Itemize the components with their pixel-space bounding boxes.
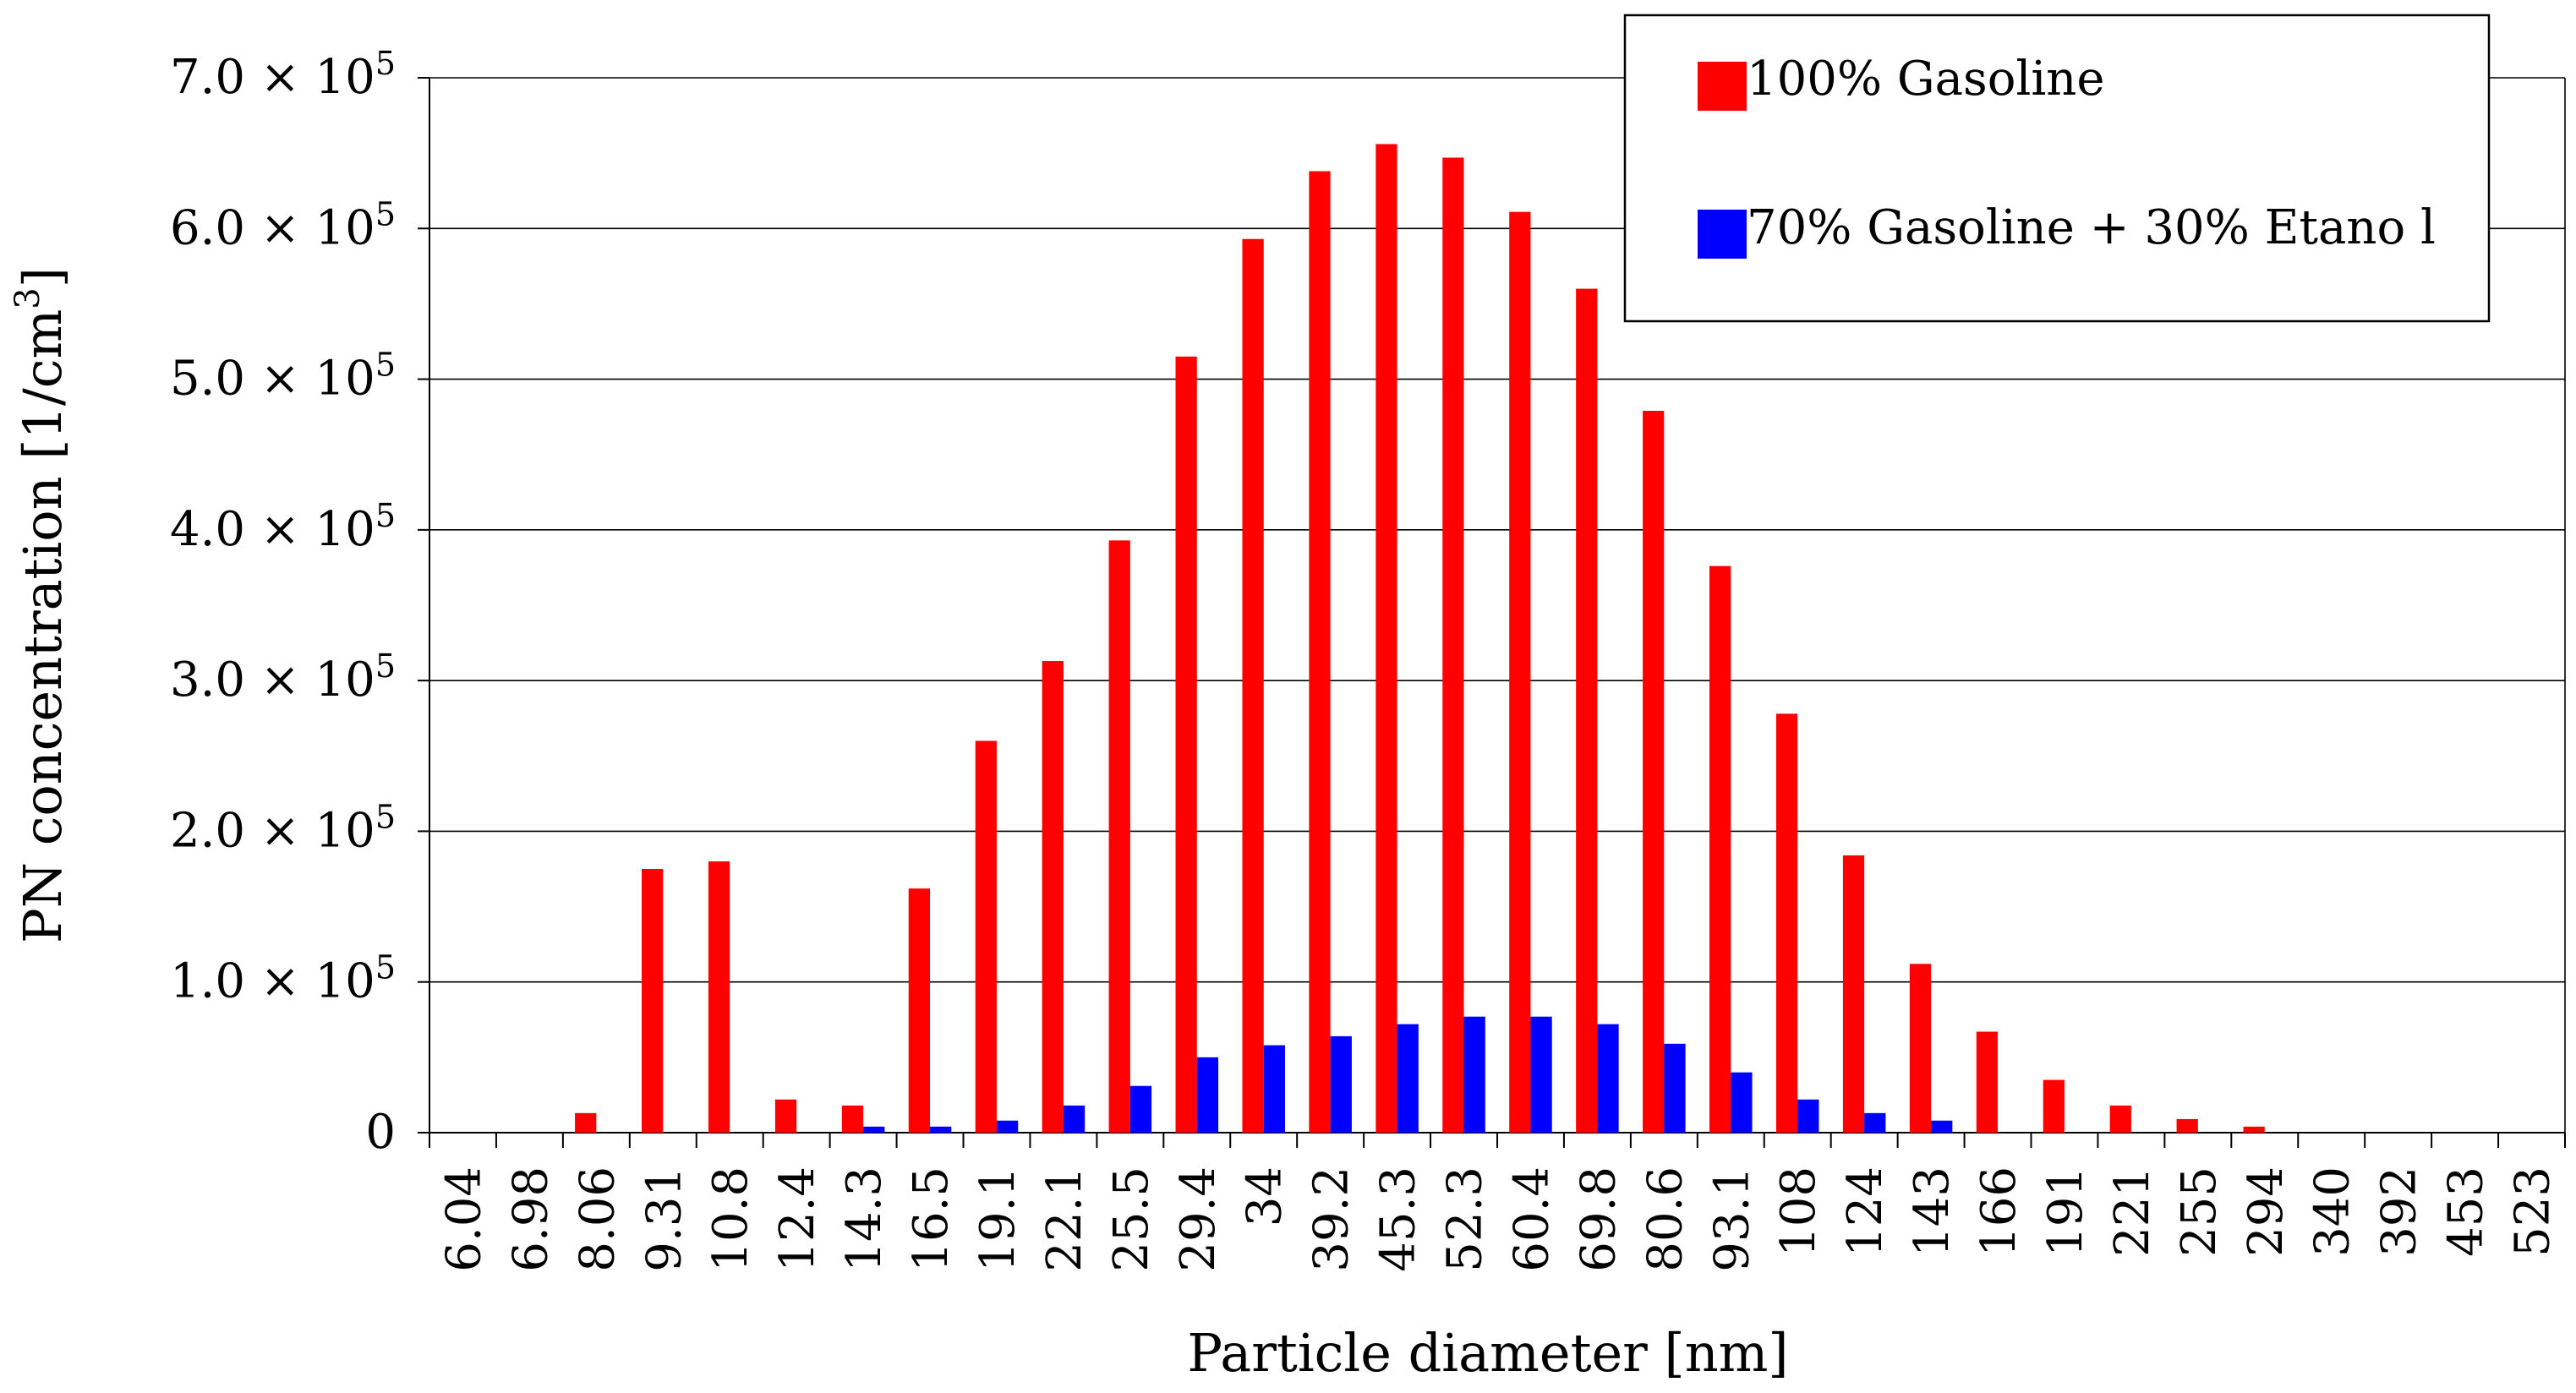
bar-gasoline: [642, 869, 664, 1133]
x-tick-label: 29.4: [1171, 1166, 1226, 1272]
x-tick-label: 6.98: [503, 1166, 558, 1272]
legend-swatch-blend: [1698, 210, 1747, 259]
bar-gasoline: [1775, 713, 1798, 1133]
bar-blend: [1397, 1024, 1419, 1133]
bar-gasoline: [2109, 1105, 2131, 1133]
x-tick-label: 143: [1905, 1166, 1960, 1257]
bar-blend: [1263, 1045, 1285, 1133]
x-tick-label: 34: [1238, 1166, 1293, 1226]
bar-gasoline: [575, 1112, 597, 1133]
legend-label-gasoline: 100% Gasoline: [1747, 52, 2105, 107]
bar-gasoline: [1643, 411, 1665, 1133]
bar-blend: [1196, 1057, 1219, 1133]
x-tick-label: 294: [2239, 1166, 2294, 1257]
x-tick-label: 453: [2439, 1166, 2494, 1257]
bar-gasoline: [1108, 540, 1130, 1133]
legend-label-blend: 70% Gasoline + 30% Etano l: [1747, 200, 2436, 255]
bar-gasoline: [975, 740, 997, 1133]
x-tick-label: 25.5: [1104, 1166, 1159, 1272]
x-tick-label: 80.6: [1638, 1166, 1693, 1272]
bar-blend: [1664, 1043, 1686, 1133]
x-tick-label: 45.3: [1371, 1166, 1426, 1272]
y-tick-label: 0: [365, 1105, 396, 1160]
y-axis-title-close: ]: [12, 267, 74, 287]
x-tick-label: 255: [2172, 1166, 2227, 1257]
bar-gasoline: [1242, 238, 1264, 1133]
bar-gasoline: [1709, 565, 1731, 1133]
y-tick-label: 1.0 × 105: [170, 949, 396, 1009]
bar-gasoline: [1909, 964, 1932, 1133]
x-tick-label: 19.1: [971, 1166, 1025, 1272]
bar-blend: [863, 1126, 885, 1133]
x-tick-label: 8.06: [570, 1166, 625, 1272]
bar-gasoline: [1576, 288, 1598, 1134]
x-tick-label: 69.8: [1571, 1166, 1626, 1272]
legend: 100% Gasoline 70% Gasoline + 30% Etano l: [1623, 14, 2491, 323]
x-tick-label: 108: [1771, 1166, 1826, 1257]
bar-blend: [930, 1126, 952, 1133]
x-tick-label: 10.8: [703, 1166, 758, 1272]
y-tick-label: 5.0 × 105: [170, 347, 396, 407]
y-tick-label: 7.0 × 105: [170, 45, 396, 105]
bar-gasoline: [1175, 356, 1197, 1133]
bar-gasoline: [1442, 157, 1464, 1133]
x-tick-label: 9.31: [637, 1166, 692, 1272]
x-tick-label: 124: [1838, 1166, 1893, 1257]
x-tick-label: 16.5: [904, 1166, 959, 1272]
x-tick-label: 340: [2305, 1166, 2360, 1257]
bars: [575, 144, 2265, 1134]
y-axis-title: PN concentration [1/cm3]: [8, 267, 74, 943]
bar-gasoline: [1842, 855, 1865, 1133]
x-tick-label: 191: [2038, 1166, 2093, 1257]
bar-blend: [1597, 1024, 1619, 1133]
bar-gasoline: [908, 888, 931, 1133]
x-axis: 6.04 6.98 8.06 9.31 10.8 12.4 14.3 16.5 19.1 22.1…: [429, 1132, 2566, 1272]
bar-blend: [996, 1120, 1019, 1133]
x-tick-label: 52.3: [1438, 1166, 1493, 1272]
bar-blend: [1530, 1016, 1552, 1133]
legend-swatch-gasoline: [1698, 62, 1747, 111]
y-tick-label: 3.0 × 105: [170, 647, 396, 707]
bar-gasoline: [1309, 171, 1331, 1134]
legend-box: [1623, 14, 2491, 323]
bar-blend: [1330, 1035, 1352, 1133]
bar-gasoline: [2043, 1079, 2065, 1133]
x-tick-label: 39.2: [1304, 1166, 1359, 1272]
bar-blend: [1931, 1120, 1953, 1133]
bar-blend: [1063, 1105, 1086, 1133]
bar-blend: [1463, 1016, 1485, 1133]
x-tick-label: 22.1: [1037, 1166, 1092, 1272]
x-tick-label: 93.1: [1704, 1166, 1759, 1272]
y-axis-title-sup: 3: [8, 287, 47, 309]
bar-gasoline: [1376, 144, 1397, 1134]
bar-gasoline: [1042, 660, 1064, 1133]
bar-gasoline: [774, 1099, 797, 1133]
gridlines: [429, 77, 2566, 1133]
x-axis-title: Particle diameter [nm]: [1187, 1322, 1788, 1384]
bar-blend: [1731, 1072, 1753, 1133]
bar-gasoline: [2243, 1126, 2265, 1133]
x-tick-label: 6.04: [436, 1166, 491, 1272]
x-tick-label: 523: [2506, 1166, 2561, 1257]
bar-blend: [1129, 1085, 1152, 1133]
bar-gasoline: [1509, 211, 1531, 1133]
y-tick-label: 2.0 × 105: [170, 798, 396, 858]
bar-gasoline: [708, 861, 730, 1133]
y-tick-label: 6.0 × 105: [170, 195, 396, 255]
x-tick-label: 166: [1972, 1166, 2026, 1257]
x-tick-label: 14.3: [837, 1166, 892, 1272]
y-axis-title-main: PN concentration [1/cm: [12, 309, 74, 943]
x-tick-label: 60.4: [1504, 1166, 1559, 1272]
bar-gasoline: [841, 1105, 864, 1133]
y-axis: 0 1.0 × 105 2.0 × 105 3.0 × 105 4.0 × 105 5.0…: [170, 45, 430, 1160]
bar-blend: [1864, 1112, 1886, 1133]
x-tick-label: 12.4: [770, 1166, 825, 1272]
x-tick-label: 392: [2372, 1166, 2427, 1257]
bar-gasoline: [1976, 1031, 1999, 1133]
x-tick-label: 221: [2105, 1166, 2160, 1257]
y-tick-label: 4.0 × 105: [170, 497, 396, 557]
bar-blend: [1797, 1099, 1819, 1133]
bar-gasoline: [2176, 1118, 2198, 1133]
